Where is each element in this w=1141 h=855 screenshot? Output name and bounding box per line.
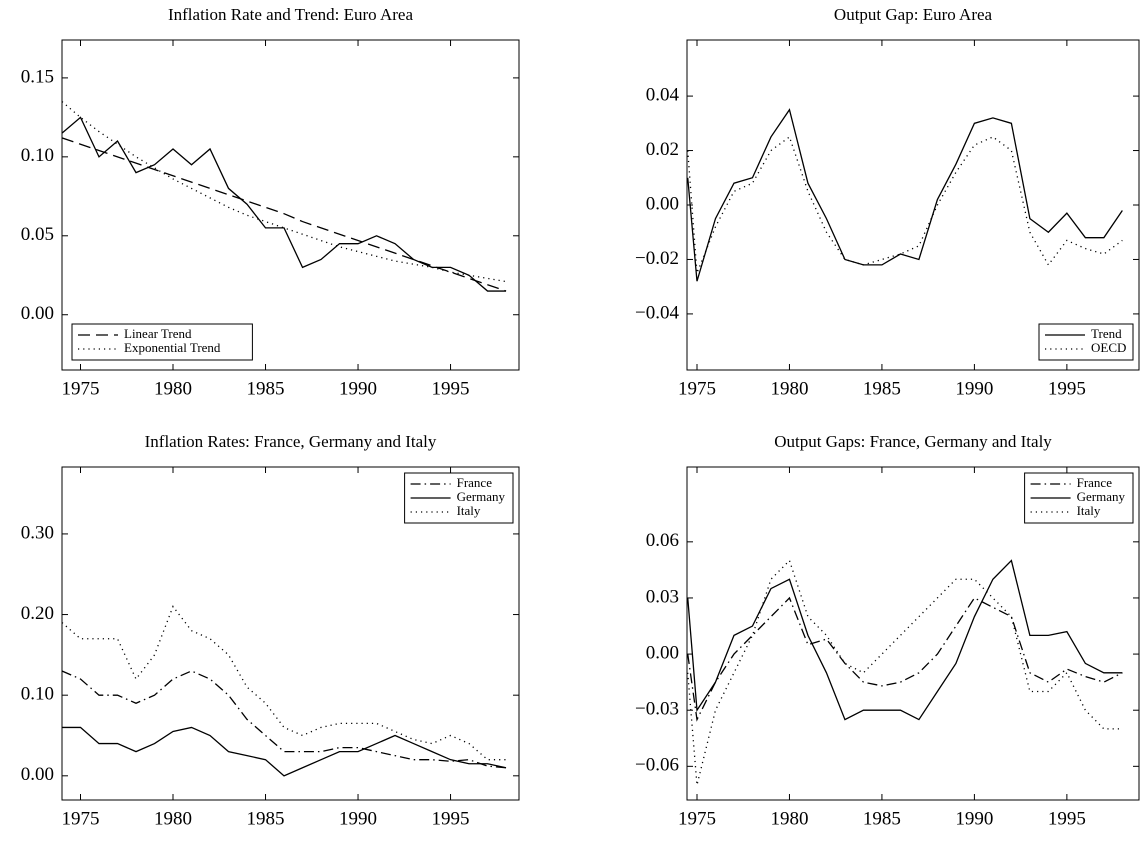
y-tick-label: −0.02: [635, 248, 679, 269]
y-tick-label: 0.10: [21, 145, 54, 166]
x-tick-label: 1975: [678, 808, 716, 829]
x-tick-label: 1990: [955, 378, 993, 399]
y-tick-label: 0.00: [21, 303, 54, 324]
x-tick-label: 1990: [339, 808, 377, 829]
series-line: [62, 670, 507, 769]
chart-title: Output Gaps: France, Germany and Italy: [774, 432, 1052, 451]
plot-lines: [62, 101, 507, 292]
x-tick-label: 1985: [247, 808, 285, 829]
chart-title: Output Gap: Euro Area: [834, 5, 993, 24]
legend-box: [1038, 323, 1134, 361]
y-tick-label: −0.06: [635, 755, 679, 776]
plot-frame: [686, 39, 1140, 371]
chart-title: Inflation Rates: France, Germany and Ita…: [145, 432, 437, 451]
y-tick-label: 0.06: [646, 530, 679, 551]
series-line: [687, 108, 1123, 282]
legend-label: OECD: [1091, 340, 1126, 355]
y-tick-label: 0.02: [646, 139, 679, 160]
x-tick-label: 1995: [1048, 808, 1086, 829]
legend-label: Italy: [457, 503, 481, 518]
x-tick-label: 1995: [1048, 378, 1086, 399]
plot-lines: [687, 559, 1123, 786]
y-tick-label: 0.20: [21, 603, 54, 624]
x-tick-label: 1980: [154, 378, 192, 399]
legend-label: Trend: [1091, 326, 1122, 341]
y-tick-label: 0.05: [21, 224, 54, 245]
series-line: [687, 596, 1123, 722]
x-tick-label: 1980: [770, 378, 808, 399]
series-line: [62, 137, 507, 292]
x-tick-label: 1985: [863, 808, 901, 829]
x-tick-label: 1975: [678, 378, 716, 399]
y-tick-label: −0.04: [635, 302, 679, 323]
plot-frame: [686, 466, 1140, 801]
series-line: [687, 559, 1123, 786]
x-tick-label: 1990: [955, 808, 993, 829]
x-tick-label: 1980: [770, 808, 808, 829]
series-line: [62, 726, 507, 777]
legend-label: Exponential Trend: [124, 340, 221, 355]
y-tick-label: 0.04: [646, 84, 680, 105]
chart-title: Inflation Rate and Trend: Euro Area: [168, 5, 413, 24]
x-tick-label: 1995: [432, 808, 470, 829]
legend-box: [71, 323, 253, 361]
series-line: [62, 116, 507, 292]
x-tick-label: 1975: [62, 808, 100, 829]
x-tick-label: 1985: [247, 378, 285, 399]
series-line: [62, 605, 507, 761]
y-tick-label: −0.03: [635, 699, 679, 720]
y-tick-label: 0.03: [646, 586, 679, 607]
series-line: [687, 559, 1123, 721]
legend-label: Germany: [1077, 489, 1126, 504]
legend-label: France: [1077, 475, 1113, 490]
legend-label: Germany: [457, 489, 506, 504]
series-line: [62, 101, 507, 283]
y-tick-label: 0.15: [21, 66, 54, 87]
legend-label: Italy: [1077, 503, 1101, 518]
plot-frame: [61, 39, 520, 371]
y-tick-label: 0.10: [21, 684, 54, 705]
y-tick-label: 0.30: [21, 522, 54, 543]
plot-lines: [62, 605, 507, 777]
legend-label: France: [457, 475, 493, 490]
y-tick-label: 0.00: [646, 193, 679, 214]
x-tick-label: 1990: [339, 378, 377, 399]
plot-frame: [61, 466, 520, 801]
series-line: [687, 135, 1123, 274]
x-tick-label: 1980: [154, 808, 192, 829]
y-tick-label: 0.00: [21, 764, 54, 785]
plot-lines: [687, 108, 1123, 282]
legend-label: Linear Trend: [124, 326, 192, 341]
x-tick-label: 1995: [432, 378, 470, 399]
x-tick-label: 1975: [62, 378, 100, 399]
y-tick-label: 0.00: [646, 642, 679, 663]
x-tick-label: 1985: [863, 378, 901, 399]
